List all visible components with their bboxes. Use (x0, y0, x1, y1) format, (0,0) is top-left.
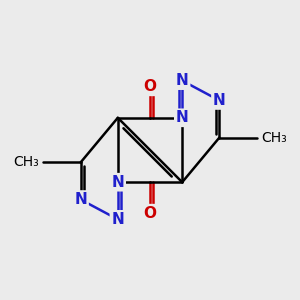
Text: N: N (176, 110, 189, 125)
Text: CH₃: CH₃ (262, 130, 287, 145)
Text: O: O (143, 206, 157, 221)
Text: N: N (111, 212, 124, 227)
Text: O: O (143, 79, 157, 94)
Text: N: N (176, 73, 189, 88)
Text: CH₃: CH₃ (13, 155, 38, 170)
Text: N: N (213, 93, 226, 108)
Text: N: N (111, 175, 124, 190)
Text: N: N (74, 192, 87, 207)
